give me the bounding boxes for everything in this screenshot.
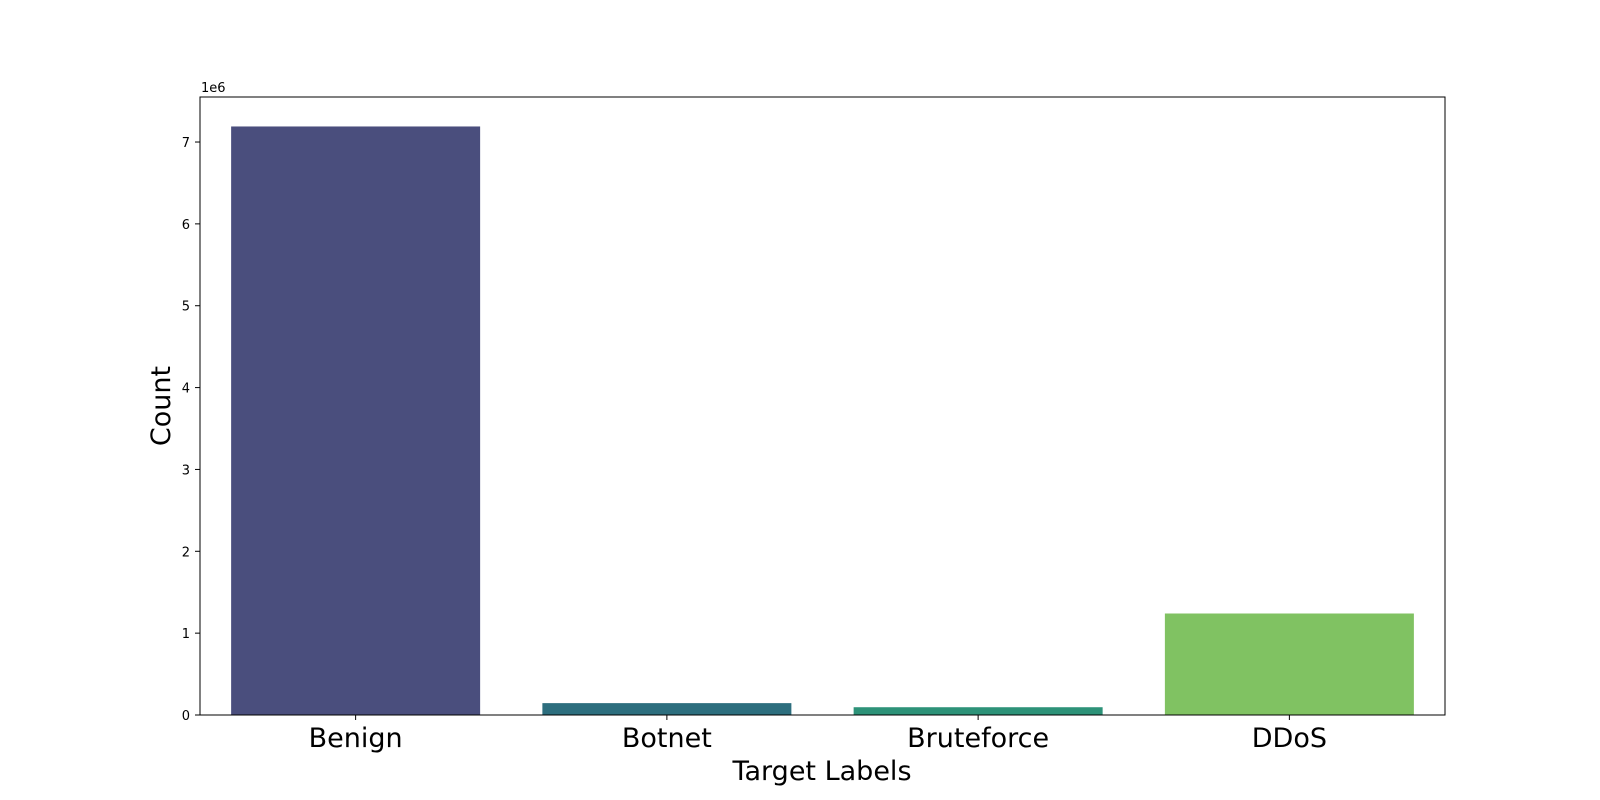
x-axis-ticks: Benign Botnet Bruteforce DDoS <box>309 715 1327 754</box>
y-axis-label: Count <box>146 366 177 446</box>
x-tick-label: Botnet <box>622 723 712 754</box>
y-tick-label: 5 <box>182 300 190 315</box>
y-tick-label: 3 <box>182 463 190 478</box>
y-tick-label: 1 <box>182 627 190 642</box>
y-tick-label: 7 <box>182 136 190 151</box>
bar-benign <box>231 126 481 716</box>
bar-botnet <box>542 703 792 715</box>
x-axis-label: Target Labels <box>731 756 911 787</box>
y-axis-ticks: 0 1 2 3 4 5 6 7 <box>182 136 200 724</box>
y-axis-offset-label: 1e6 <box>201 81 226 96</box>
bars-group <box>231 126 1414 716</box>
y-tick-label: 0 <box>182 709 190 724</box>
y-tick-label: 2 <box>182 545 190 560</box>
bar-bruteforce <box>853 707 1103 715</box>
y-tick-label: 6 <box>182 218 190 233</box>
x-tick-label: Benign <box>309 723 403 754</box>
bar-ddos <box>1164 613 1414 715</box>
x-tick-label: DDoS <box>1252 723 1327 754</box>
plot-frame <box>199 96 1446 716</box>
y-tick-label: 4 <box>182 382 190 397</box>
x-tick-label: Bruteforce <box>907 723 1049 754</box>
